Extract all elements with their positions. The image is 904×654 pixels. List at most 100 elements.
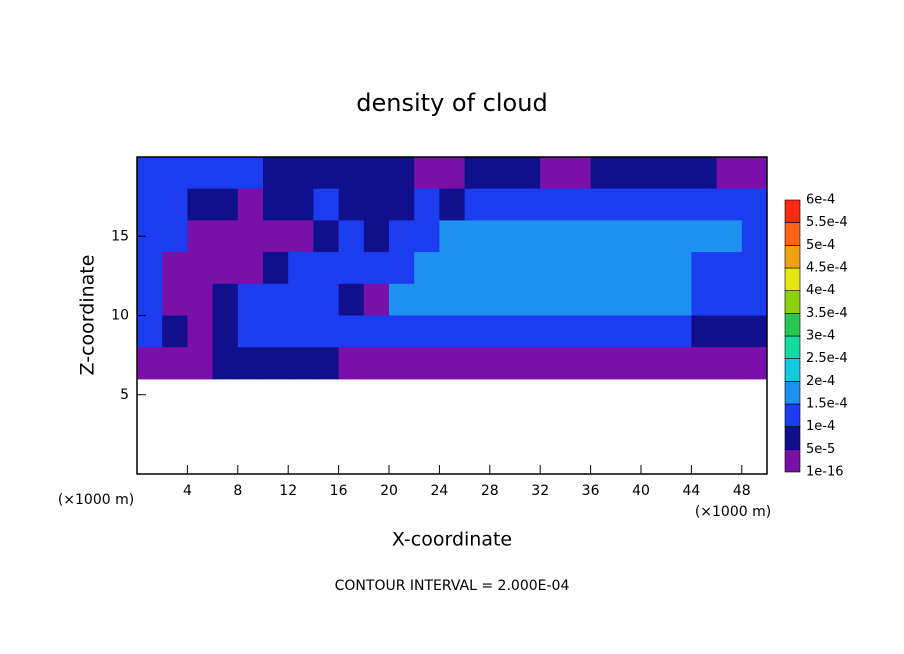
contour-cell [741, 188, 768, 221]
contour-cell [489, 347, 516, 380]
x-tick-label: 12 [279, 483, 297, 499]
contour-cell [565, 220, 592, 253]
contour-cell [691, 220, 718, 253]
colorbar-label: 1e-16 [806, 465, 844, 480]
contour-cell [212, 283, 239, 316]
colorbar-swatch [784, 222, 801, 246]
contour-cell [288, 157, 314, 190]
contour-cell [691, 347, 718, 380]
contour-cell [237, 283, 264, 316]
contour-cell [540, 188, 566, 221]
contour-cell [237, 188, 264, 221]
colorbar-swatch [784, 426, 801, 450]
contour-cell [313, 283, 340, 316]
contour-cell [716, 220, 743, 253]
colorbar-swatch [784, 381, 801, 405]
contour-cell [137, 283, 163, 316]
contour-cell [212, 188, 239, 221]
contour-cell [263, 220, 289, 253]
colorbar-swatch [784, 449, 801, 473]
contour-cell [414, 157, 440, 190]
contour-cell [212, 157, 239, 190]
contour-cell [363, 157, 390, 190]
x-tick-label: 48 [733, 483, 751, 499]
contour-cell [338, 220, 365, 253]
contour-cell [162, 157, 188, 190]
contour-cell [313, 315, 340, 348]
contour-cell [615, 315, 642, 348]
contour-cell [666, 220, 692, 253]
contour-cell [288, 283, 314, 316]
contour-cell [137, 252, 163, 285]
contour-cell [363, 252, 390, 285]
contour-cell [162, 220, 188, 253]
contour-cell [237, 315, 264, 348]
contour-cell [439, 220, 466, 253]
contour-cell [615, 283, 642, 316]
contour-cell [515, 315, 541, 348]
contour-cell [187, 188, 214, 221]
contour-cell [288, 188, 314, 221]
x-tick-label: 44 [682, 483, 700, 499]
contour-cell [515, 188, 541, 221]
contour-cell [263, 252, 289, 285]
contour-cell [615, 157, 642, 190]
contour-cell [414, 220, 440, 253]
contour-cell [439, 188, 466, 221]
contour-cell [389, 252, 415, 285]
contour-cell [615, 347, 642, 380]
contour-cell [263, 283, 289, 316]
contour-cell [716, 252, 743, 285]
contour-cell [237, 220, 264, 253]
contour-cell [464, 157, 491, 190]
colorbar-label: 6e-4 [806, 193, 835, 208]
contour-cell [162, 283, 188, 316]
x-tick-label: 16 [330, 483, 348, 499]
contour-cell [288, 347, 314, 380]
contour-cell [540, 347, 566, 380]
y-tick-label: 15 [111, 228, 129, 244]
contour-cell [666, 347, 692, 380]
contour-cell [691, 252, 718, 285]
y-tick-label: 10 [111, 308, 129, 324]
contour-cell [439, 252, 466, 285]
contour-cell [691, 188, 718, 221]
contour-cell [716, 157, 743, 190]
contour-cell [565, 283, 592, 316]
contour-cell [338, 347, 365, 380]
colorbar-label: 1e-4 [806, 419, 835, 434]
contour-cell [414, 283, 440, 316]
contour-cell [288, 220, 314, 253]
contour-cell [464, 315, 491, 348]
contour-cell [263, 188, 289, 221]
contour-cell [439, 157, 466, 190]
contour-cell [237, 347, 264, 380]
contour-cell [313, 220, 340, 253]
contour-cell [590, 315, 617, 348]
contour-cell [187, 347, 214, 380]
x-tick-label: 8 [233, 483, 242, 499]
contour-cell [389, 220, 415, 253]
contour-cell [439, 315, 466, 348]
colorbar-label: 3e-4 [806, 329, 835, 344]
contour-cell [187, 315, 214, 348]
contour-cell [565, 315, 592, 348]
contour-cell [237, 252, 264, 285]
contour-cell [212, 252, 239, 285]
contour-cell [137, 347, 163, 380]
colorbar-label: 5e-5 [806, 442, 835, 457]
contour-cell [464, 252, 491, 285]
contour-cell [389, 188, 415, 221]
y-axis-label: Z-coordinate [77, 255, 99, 376]
x-tick-label: 20 [380, 483, 398, 499]
contour-cell [137, 315, 163, 348]
contour-cell [389, 315, 415, 348]
colorbar-label: 1.5e-4 [806, 397, 848, 412]
colorbar-swatch [784, 267, 801, 291]
x-unit: (×1000 m) [58, 492, 134, 508]
contour-cell [666, 315, 692, 348]
contour-cell [641, 188, 667, 221]
contour-cell [565, 252, 592, 285]
contour-cell [414, 252, 440, 285]
